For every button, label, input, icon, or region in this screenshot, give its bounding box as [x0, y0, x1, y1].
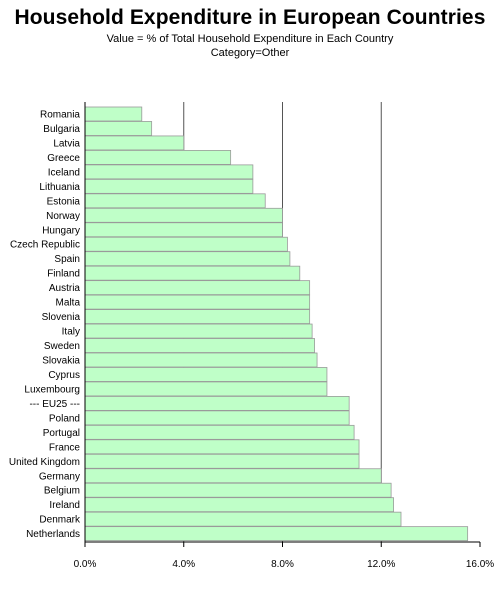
- bar: [84, 222, 283, 238]
- bar: [84, 497, 394, 513]
- category-label: Finland: [47, 269, 80, 280]
- bar: [84, 150, 232, 165]
- bar: [84, 367, 328, 382]
- bar: [84, 236, 288, 252]
- bar: [84, 106, 143, 122]
- chart-category-note: Category=Other: [210, 47, 290, 59]
- category-label: Luxembourg: [24, 384, 80, 395]
- bar: [84, 309, 311, 324]
- bar: [84, 395, 350, 411]
- category-label: Latvia: [53, 138, 80, 149]
- x-tick-label: 16.0%: [466, 559, 494, 570]
- bar: [84, 482, 392, 498]
- bar: [84, 439, 360, 455]
- category-label: Norway: [46, 211, 80, 222]
- category-label: United Kingdom: [9, 457, 80, 468]
- bar: [84, 121, 153, 136]
- bar: [84, 526, 469, 542]
- x-tick-label: 12.0%: [367, 559, 395, 570]
- bar: [84, 424, 355, 440]
- category-label: Germany: [39, 471, 80, 482]
- category-label: France: [49, 442, 81, 453]
- bar: [84, 453, 360, 469]
- category-label: Belgium: [44, 486, 80, 497]
- category-label: Iceland: [48, 167, 80, 178]
- bar: [84, 265, 301, 281]
- category-label: Slovakia: [42, 355, 80, 366]
- category-label: Estonia: [47, 196, 81, 207]
- category-label: Slovenia: [42, 312, 81, 323]
- category-label: Spain: [54, 254, 80, 265]
- category-label: Austria: [49, 283, 81, 294]
- category-label: --- EU25 ---: [29, 399, 80, 410]
- bar: [84, 294, 311, 310]
- bar: [84, 135, 185, 151]
- category-label: Cyprus: [48, 370, 80, 381]
- bar: [84, 511, 402, 527]
- category-label: Lithuania: [39, 182, 80, 193]
- x-tick-label: 8.0%: [271, 559, 294, 570]
- bar: [84, 468, 382, 484]
- category-label: Poland: [49, 413, 80, 424]
- category-label: Netherlands: [26, 529, 80, 540]
- bar: [84, 381, 328, 397]
- category-label: Sweden: [44, 341, 80, 352]
- bar: [84, 352, 318, 368]
- bar: [84, 323, 313, 339]
- category-label: Denmark: [39, 515, 81, 526]
- bar: [84, 280, 311, 296]
- category-label: Italy: [62, 327, 80, 338]
- bar: [84, 178, 254, 194]
- category-label: Malta: [56, 298, 81, 309]
- bar: [84, 164, 254, 180]
- category-label: Portugal: [43, 428, 80, 439]
- bar: [84, 193, 266, 209]
- bar: [84, 410, 350, 426]
- category-label: Bulgaria: [43, 124, 80, 135]
- category-label: Romania: [40, 110, 80, 121]
- bar: [84, 207, 283, 223]
- bar: [84, 251, 291, 267]
- x-tick-label: 4.0%: [172, 559, 195, 570]
- chart-title: Household Expenditure in European Countr…: [14, 6, 486, 29]
- x-tick-label: 0.0%: [74, 559, 97, 570]
- category-label: Greece: [47, 153, 80, 164]
- bar: [84, 338, 315, 353]
- category-label: Czech Republic: [10, 240, 80, 251]
- chart-subtitle: Value = % of Total Household Expenditure…: [106, 33, 394, 45]
- category-label: Hungary: [42, 225, 80, 236]
- category-label: Ireland: [49, 500, 80, 511]
